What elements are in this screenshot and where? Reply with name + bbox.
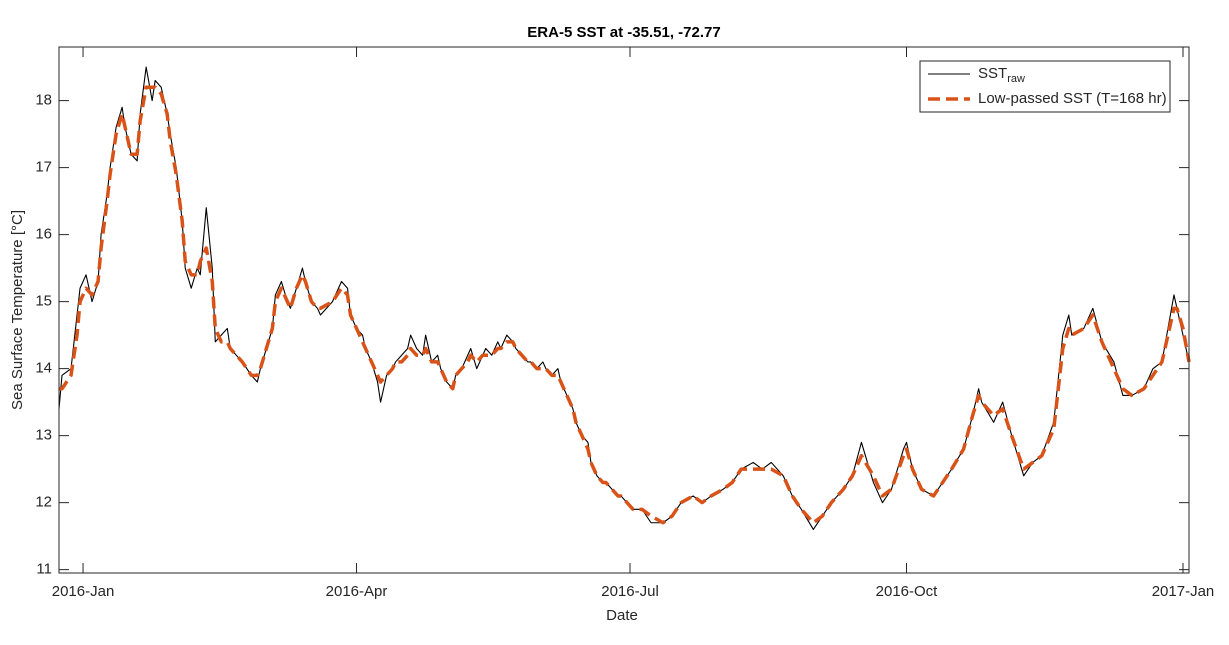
x-axis-label: Date — [606, 607, 638, 624]
y-axis-label: Sea Surface Temperature [°C] — [9, 210, 26, 410]
axes-box — [58, 46, 1190, 574]
x-tick-label: 2017-Jan — [1152, 583, 1215, 600]
y-tick-label: 18 — [35, 92, 52, 109]
y-tick-label: 15 — [35, 293, 52, 310]
legend-label: Low-passed SST (T=168 hr) — [978, 90, 1167, 107]
x-tick-label: 2016-Jul — [601, 583, 659, 600]
y-tick-label: 12 — [35, 494, 52, 511]
y-tick-label: 14 — [35, 360, 52, 377]
series-line — [59, 85, 1191, 525]
x-tick-label: 2016-Jan — [52, 583, 115, 600]
y-tick-label: 11 — [36, 561, 52, 578]
x-tick-label: 2016-Apr — [326, 583, 388, 600]
y-tick-label: 17 — [35, 159, 52, 176]
x-tick-label: 2016-Oct — [876, 583, 939, 600]
chart-title: ERA-5 SST at -35.51, -72.77 — [527, 24, 720, 41]
y-tick-label: 13 — [35, 427, 52, 444]
legend-label: SSTraw — [978, 65, 1025, 85]
series-line — [58, 66, 1190, 530]
y-tick-label: 16 — [35, 226, 52, 243]
plot-area — [59, 47, 1189, 573]
legend-box — [919, 60, 1171, 113]
